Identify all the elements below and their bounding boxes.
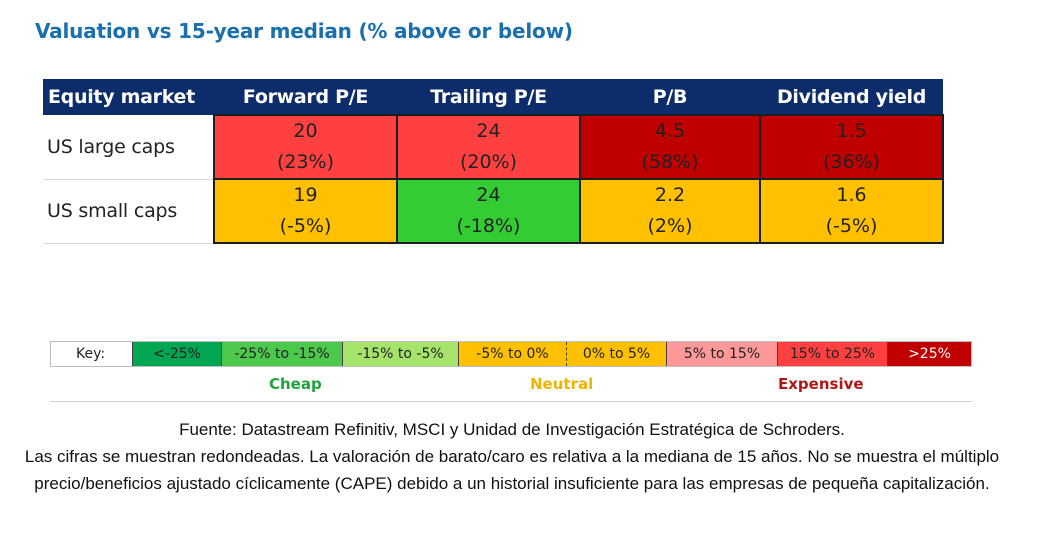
color-key: Key: <-25% -25% to -15% -15% to -5% -5% … [50, 341, 972, 367]
cell-value: 24 [476, 184, 501, 206]
zone-label-cheap: Cheap [269, 375, 322, 393]
cell-small-trailing-pe: 24 (-18%) [396, 178, 581, 244]
header-trailing-pe: Trailing P/E [397, 79, 580, 115]
cell-value: 2.2 [654, 184, 686, 206]
cell-small-pb: 2.2 (2%) [579, 178, 761, 244]
table-row: US large caps 20 (23%) 24 (20%) 4.5 (58%… [43, 114, 944, 180]
key-item-15-5: -15% to -5% [342, 342, 458, 366]
cell-small-dividend-yield: 1.6 (-5%) [759, 178, 944, 244]
cell-value: 1.6 [836, 184, 867, 206]
cell-pct: (-5%) [279, 215, 332, 237]
cell-large-dividend-yield: 1.5 (36%) [759, 114, 944, 180]
zone-label-neutral: Neutral [530, 375, 594, 393]
chart-title: Valuation vs 15-year median (% above or … [35, 19, 573, 43]
key-item-15-25: 15% to 25% [777, 342, 887, 366]
divider [50, 401, 972, 402]
key-item-25-15: -25% to -15% [221, 342, 342, 366]
row-label-us-large-caps: US large caps [43, 115, 214, 180]
cell-pct: (23%) [276, 151, 335, 173]
cell-small-forward-pe: 19 (-5%) [213, 178, 398, 244]
cell-value: 4.5 [654, 120, 686, 142]
row-label-us-small-caps: US small caps [43, 179, 214, 244]
cell-pct: (58%) [641, 151, 699, 173]
table-header-row: Equity market Forward P/E Trailing P/E P… [43, 79, 943, 115]
header-pb: P/B [580, 79, 760, 115]
valuation-table: Equity market Forward P/E Trailing P/E P… [43, 79, 944, 244]
key-item-5-15: 5% to 15% [666, 342, 777, 366]
cell-pct: (20%) [459, 151, 518, 173]
key-label: Key: [76, 346, 106, 362]
cell-value: 19 [293, 184, 318, 206]
key-item-0-5: 0% to 5% [566, 342, 666, 366]
zone-label-expensive: Expensive [778, 375, 864, 393]
cell-pct: (-18%) [456, 215, 521, 237]
cell-large-pb: 4.5 (58%) [579, 114, 761, 180]
cell-value: 24 [476, 120, 501, 142]
footnote-text: Las cifras se muestran redondeadas. La v… [24, 447, 1000, 493]
key-item-lt-25: <-25% [132, 342, 221, 366]
cell-large-trailing-pe: 24 (20%) [396, 114, 581, 180]
cell-pct: (-5%) [825, 215, 878, 237]
key-item-5-0: -5% to 0% [458, 342, 566, 366]
cell-pct: (2%) [647, 215, 693, 237]
cell-large-forward-pe: 20 (23%) [213, 114, 398, 180]
header-equity-market: Equity market [43, 79, 214, 115]
table-row: US small caps 19 (-5%) 24 (-18%) 2.2 (2%… [43, 178, 944, 244]
header-dividend-yield: Dividend yield [760, 79, 943, 115]
source-note: Fuente: Datastream Refinitiv, MSCI y Uni… [18, 416, 1006, 497]
cell-value: 20 [293, 120, 318, 142]
key-item-gt-25: >25% [887, 342, 971, 366]
source-line: Fuente: Datastream Refinitiv, MSCI y Uni… [179, 420, 845, 439]
cell-value: 1.5 [836, 120, 867, 142]
header-forward-pe: Forward P/E [214, 79, 397, 115]
cell-pct: (36%) [822, 151, 881, 173]
